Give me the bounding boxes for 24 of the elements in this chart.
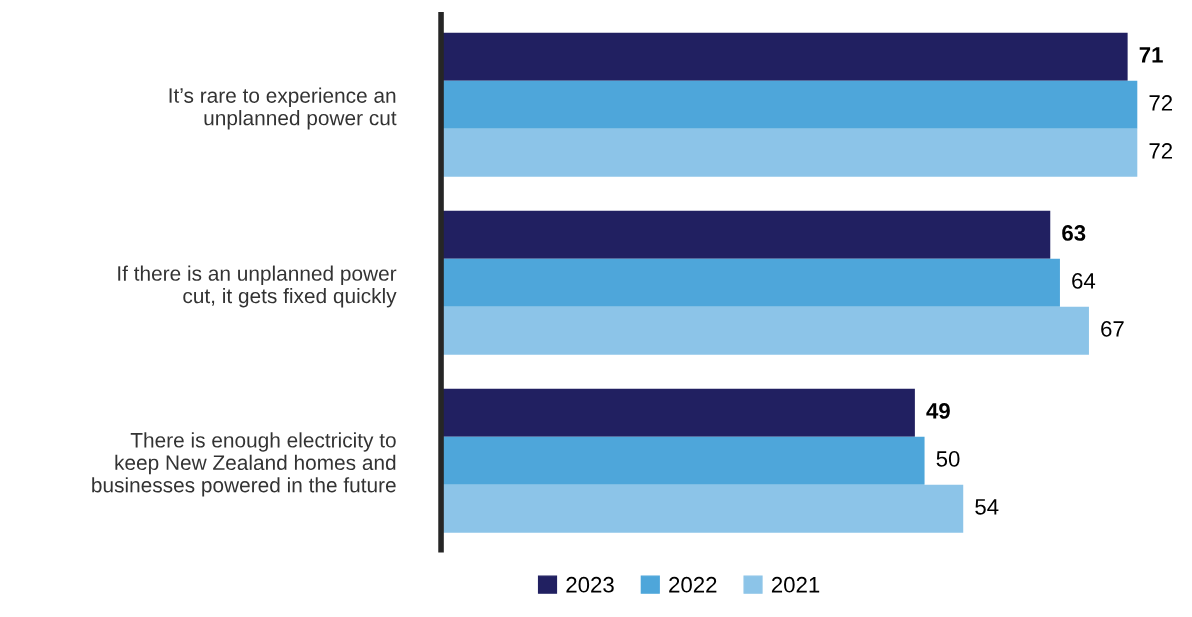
legend-label: 2023 — [566, 576, 614, 593]
bar — [441, 210, 1051, 259]
bar — [441, 306, 1089, 355]
data-label: 54 — [975, 499, 999, 515]
bar — [441, 484, 964, 533]
bar — [441, 32, 1128, 81]
bar — [441, 436, 925, 485]
bar — [441, 258, 1060, 307]
y-tick-label: If there is an unplanned power cut, it gets fixed quickly — [118, 265, 397, 308]
data-label: 67 — [1101, 321, 1124, 337]
data-label: 72 — [1149, 95, 1173, 111]
legend-label: 2021 — [771, 576, 820, 593]
bar — [441, 80, 1138, 129]
data-label: 72 — [1149, 143, 1173, 159]
legend-label: 2022 — [669, 576, 717, 593]
data-label: 64 — [1072, 273, 1096, 289]
data-label: 71 — [1139, 47, 1163, 63]
data-label: 49 — [926, 403, 950, 419]
bar — [441, 128, 1138, 177]
y-tick-label: There is enough electricity to keep New Zealand homes and businesses powered in the future — [92, 432, 396, 497]
data-label: 50 — [936, 451, 960, 467]
bar — [441, 388, 915, 437]
data-label: 63 — [1062, 225, 1086, 241]
y-tick-label: It’s rare to experience an unplanned power cut — [169, 87, 397, 130]
